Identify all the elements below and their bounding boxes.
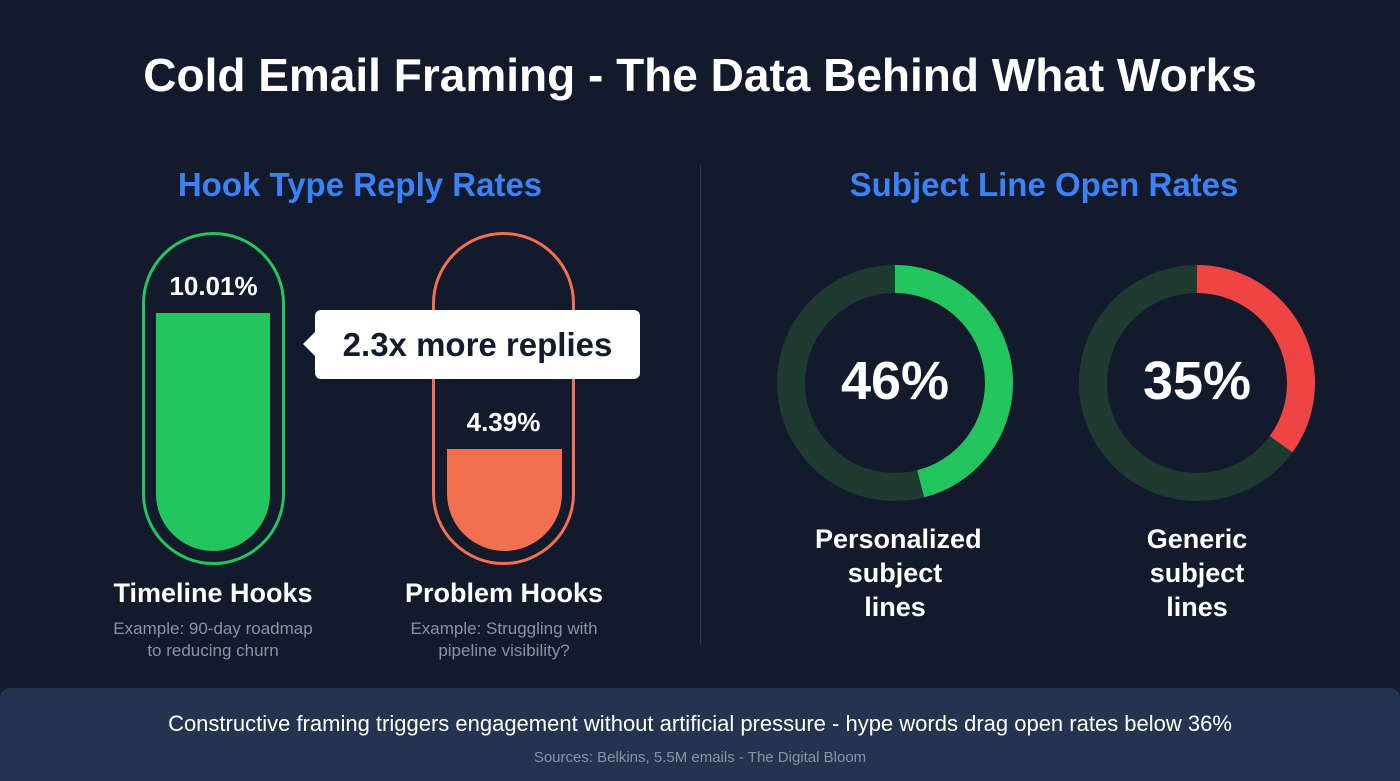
hook-chart-title: Hook Type Reply Rates bbox=[177, 166, 543, 203]
footer-summary: Constructive framing triggers engagement… bbox=[168, 711, 1232, 736]
footer-sources: Sources: Belkins, 5.5M emails - The Digi… bbox=[533, 749, 867, 766]
generic-value: 35% bbox=[1142, 351, 1252, 411]
personalized-value: 46% bbox=[840, 351, 950, 411]
problem-hook-label: Problem Hooks bbox=[404, 578, 604, 608]
timeline-hook-label: Timeline Hooks bbox=[113, 578, 313, 608]
footer-band bbox=[0, 688, 1400, 781]
timeline-hook-example: Example: 90-day roadmap to reducing chur… bbox=[113, 619, 313, 660]
page-title: Cold Email Framing - The Data Behind Wha… bbox=[143, 49, 1257, 101]
comparison-callout: 2.3x more replies bbox=[303, 310, 640, 379]
generic-donut-arc bbox=[1079, 265, 1315, 501]
open-rate-chart-title: Subject Line Open Rates bbox=[849, 166, 1239, 203]
personalized-label: Personalized subject lines bbox=[815, 524, 982, 622]
personalized-donut-arc bbox=[777, 265, 1013, 501]
problem-hook-pill bbox=[432, 232, 575, 565]
timeline-hook-value: 10.01% bbox=[169, 271, 258, 301]
timeline-hook-bar bbox=[156, 313, 270, 551]
timeline-hook-pill bbox=[142, 232, 285, 565]
divider bbox=[700, 165, 701, 645]
problem-hook-bar bbox=[447, 448, 562, 551]
problem-hook-value: 4.39% bbox=[466, 406, 541, 437]
generic-label: Generic subject lines bbox=[1146, 524, 1248, 622]
problem-hook-example: Example: Struggling with pipeline visibi… bbox=[410, 619, 598, 660]
